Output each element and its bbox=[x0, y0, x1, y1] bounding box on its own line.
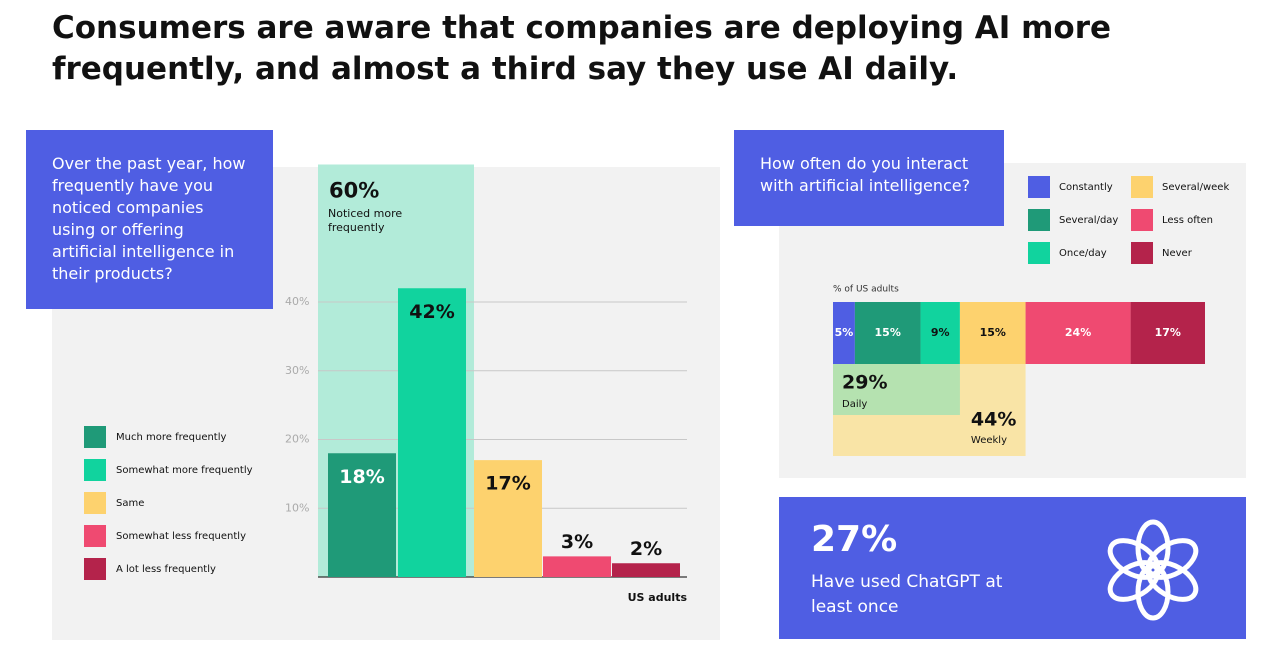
legend-swatch bbox=[1028, 242, 1050, 264]
value-label: 3% bbox=[561, 531, 593, 553]
y-tick-label: 20% bbox=[285, 433, 309, 446]
bar bbox=[543, 556, 611, 577]
legend-swatch bbox=[84, 426, 106, 448]
legend-swatch bbox=[1131, 176, 1153, 198]
bar-segment bbox=[854, 302, 921, 364]
bar bbox=[474, 460, 542, 577]
page-title: Consumers are aware that companies are d… bbox=[52, 10, 1112, 87]
legend-swatch bbox=[1028, 176, 1050, 198]
bar-segment bbox=[1130, 302, 1205, 364]
legend-swatch bbox=[1131, 242, 1153, 264]
y-tick-label: 30% bbox=[285, 364, 309, 377]
left-question: Over the past year, how frequently have … bbox=[26, 130, 273, 309]
group-value: 44% bbox=[971, 409, 1016, 431]
legend-swatch bbox=[1131, 209, 1153, 231]
callout-text: Have used ChatGPT at least once bbox=[811, 572, 1003, 617]
legend-label: Somewhat more frequently bbox=[116, 465, 253, 476]
legend-label: A lot less frequently bbox=[116, 564, 216, 575]
chatgpt-logo bbox=[1107, 519, 1199, 621]
segment-label: 15% bbox=[980, 326, 1006, 339]
group-box bbox=[833, 364, 960, 415]
legend-swatch bbox=[84, 525, 106, 547]
value-label: 18% bbox=[339, 466, 384, 488]
bar-segment bbox=[833, 302, 855, 364]
segment-label: 5% bbox=[835, 326, 854, 339]
x-axis-label: US adults bbox=[628, 591, 688, 604]
value-label: 17% bbox=[485, 473, 530, 495]
group-label: Daily bbox=[842, 399, 867, 410]
legend-label: Same bbox=[116, 498, 144, 509]
axis-label: % of US adults bbox=[833, 285, 899, 295]
legend-label: Several/week bbox=[1162, 182, 1229, 193]
legend-swatch bbox=[1028, 209, 1050, 231]
legend-label: Constantly bbox=[1059, 182, 1113, 193]
legend-swatch bbox=[84, 459, 106, 481]
bar-segment bbox=[959, 302, 1026, 364]
value-label: 2% bbox=[630, 538, 662, 560]
bar bbox=[398, 288, 466, 577]
annotation-text: Noticed more frequently bbox=[328, 206, 403, 234]
legend-label: Less often bbox=[1162, 215, 1213, 226]
annotation-value: 60% bbox=[329, 179, 379, 203]
bar bbox=[328, 453, 396, 577]
bar-segment bbox=[1025, 302, 1131, 364]
callout-card bbox=[779, 497, 1246, 639]
segment-label: 15% bbox=[875, 326, 901, 339]
segment-label: 24% bbox=[1065, 326, 1091, 339]
bar bbox=[612, 563, 680, 577]
y-tick-label: 10% bbox=[285, 501, 309, 514]
segment-label: 17% bbox=[1155, 326, 1181, 339]
legend-label: Much more frequently bbox=[116, 432, 227, 443]
callout-value: 27% bbox=[811, 519, 897, 560]
legend-label: Once/day bbox=[1059, 248, 1107, 259]
legend-label: Several/day bbox=[1059, 215, 1118, 226]
y-tick-label: 40% bbox=[285, 295, 309, 308]
group-label: Weekly bbox=[971, 435, 1007, 446]
right-question: How often do you interact with artificia… bbox=[734, 130, 1004, 226]
legend-swatch bbox=[84, 492, 106, 514]
legend-label: Never bbox=[1162, 248, 1193, 259]
legend-label: Somewhat less frequently bbox=[116, 531, 246, 542]
legend-swatch bbox=[84, 558, 106, 580]
group-value: 29% bbox=[842, 372, 887, 394]
bar-segment bbox=[920, 302, 960, 364]
value-label: 42% bbox=[409, 301, 454, 323]
annotation-text-box: Noticed more frequently bbox=[328, 206, 403, 234]
segment-label: 9% bbox=[931, 326, 950, 339]
